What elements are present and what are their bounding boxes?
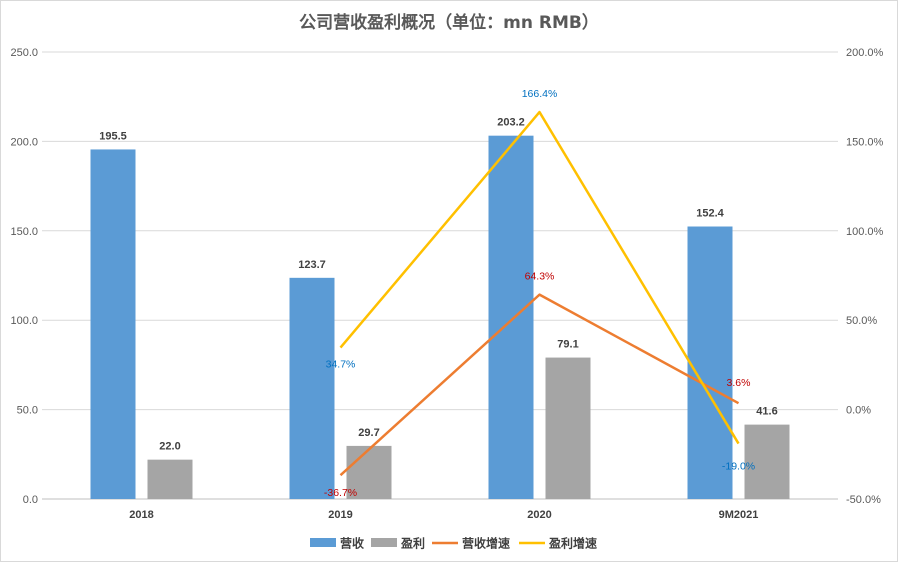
line-data-label: 3.6% [727, 377, 751, 389]
chart-title: 公司营收盈利概况（单位：mn RMB） [299, 13, 599, 33]
y-left-tick-label: 50.0 [17, 405, 38, 417]
bar-盈利 [545, 357, 591, 499]
y-left-tick-label: 0.0 [23, 494, 38, 506]
legend-label: 营收 [340, 536, 364, 551]
bar-data-label: 29.7 [358, 427, 379, 439]
bar-盈利 [147, 459, 193, 499]
bar-data-label: 22.0 [159, 441, 180, 453]
line-data-label: -19.0% [722, 461, 755, 473]
y-right-tick-label: 150.0% [846, 136, 884, 148]
x-tick-label: 9M2021 [719, 509, 759, 521]
y-right-tick-label: 50.0% [846, 315, 877, 327]
legend-swatch [310, 538, 336, 547]
bar-营收 [488, 135, 534, 499]
y-left-tick-label: 150.0 [10, 226, 38, 238]
bar-data-label: 79.1 [557, 339, 578, 351]
legend-label: 盈利增速 [548, 536, 597, 551]
x-tick-label: 2020 [527, 509, 551, 521]
line-data-label: 34.7% [326, 359, 356, 371]
y-left-tick-label: 100.0 [10, 315, 38, 327]
line-盈利增速 [339, 110, 740, 445]
y-right-tick-label: 100.0% [846, 226, 884, 238]
legend-swatch [371, 538, 397, 547]
bar-营收 [687, 226, 733, 500]
y-right-tick-label: 200.0% [846, 47, 884, 59]
y-left-tick-label: 250.0 [10, 47, 38, 59]
legend-label: 盈利 [400, 536, 425, 551]
bar-盈利 [744, 424, 790, 499]
line-营收增速 [339, 293, 740, 477]
bar-营收 [90, 149, 136, 500]
line-data-label: -36.7% [324, 487, 357, 499]
x-tick-label: 2019 [328, 509, 352, 521]
x-tick-label: 2018 [129, 509, 153, 521]
legend-label: 营收增速 [462, 536, 510, 551]
bar-data-label: 152.4 [696, 208, 724, 220]
bar-data-label: 203.2 [497, 117, 525, 129]
line-data-label: 166.4% [522, 88, 558, 100]
y-left-tick-label: 200.0 [10, 136, 38, 148]
y-right-tick-label: -50.0% [846, 494, 881, 506]
bar-data-label: 123.7 [298, 259, 326, 271]
line-data-label: 64.3% [525, 271, 555, 283]
bar-data-label: 41.6 [756, 406, 777, 418]
bar-盈利 [346, 445, 392, 499]
y-right-tick-label: 0.0% [846, 405, 871, 417]
bar-营收 [289, 277, 335, 499]
bar-data-label: 195.5 [99, 130, 127, 142]
